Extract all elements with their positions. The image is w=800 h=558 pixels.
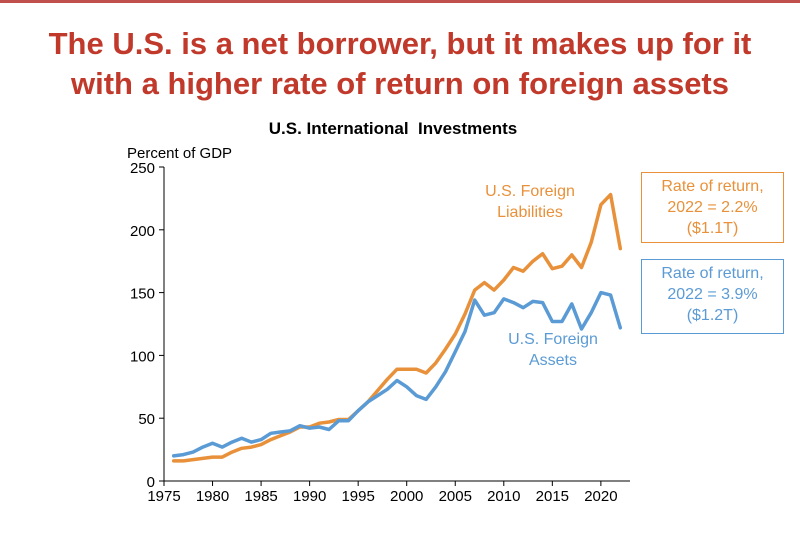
callout-assets-line-1: Rate of return, bbox=[661, 265, 764, 282]
series-label-assets: Assets bbox=[529, 352, 577, 369]
x-tick-label: 2020 bbox=[584, 488, 617, 505]
callout-liabilities-line-3: ($1.1T) bbox=[686, 220, 739, 237]
callout-liabilities-line-1: Rate of return, bbox=[661, 178, 764, 195]
series-line-liabilities bbox=[171, 192, 623, 463]
x-tick-label: 1975 bbox=[147, 488, 180, 505]
x-tick-label: 2005 bbox=[439, 488, 472, 505]
top-rule bbox=[0, 0, 800, 3]
callout-liabilities-return: Rate of return, 2022 = 2.2% ($1.1T) bbox=[641, 172, 784, 243]
x-tick-label: 1985 bbox=[244, 488, 277, 505]
y-axis-label: Percent of GDP bbox=[127, 145, 232, 162]
series-label-assets: U.S. Foreign bbox=[508, 331, 598, 348]
callout-liabilities-line-2: 2022 = 2.2% bbox=[667, 199, 758, 216]
series-label-liabilities: U.S. Foreign bbox=[485, 183, 575, 200]
y-tick-label: 50 bbox=[138, 411, 155, 428]
x-tick-label: 2015 bbox=[536, 488, 569, 505]
slide-title-line-1: The U.S. is a net borrower, but it makes… bbox=[48, 26, 752, 61]
slide-title-line-2: with a higher rate of return on foreign … bbox=[71, 66, 729, 101]
series-label-liabilities: Liabilities bbox=[497, 204, 563, 221]
series-line-assets bbox=[171, 290, 623, 458]
y-tick-label: 150 bbox=[130, 286, 155, 303]
callout-assets-line-2: 2022 = 3.9% bbox=[667, 286, 758, 303]
x-tick-label: 2010 bbox=[487, 488, 520, 505]
callout-assets-line-3: ($1.2T) bbox=[686, 307, 739, 324]
y-tick-label: 0 bbox=[147, 474, 155, 491]
y-tick-label: 200 bbox=[130, 223, 155, 240]
chart-title: U.S. International Investments bbox=[269, 119, 517, 138]
y-tick-label: 100 bbox=[130, 348, 155, 365]
y-tick-label: 250 bbox=[130, 160, 155, 177]
slide-title: The U.S. is a net borrower, but it makes… bbox=[0, 24, 800, 104]
x-tick-label: 2000 bbox=[390, 488, 423, 505]
x-tick-label: 1990 bbox=[293, 488, 326, 505]
x-tick-label: 1980 bbox=[196, 488, 229, 505]
x-tick-label: 1995 bbox=[341, 488, 374, 505]
callout-assets-return: Rate of return, 2022 = 3.9% ($1.2T) bbox=[641, 259, 784, 334]
